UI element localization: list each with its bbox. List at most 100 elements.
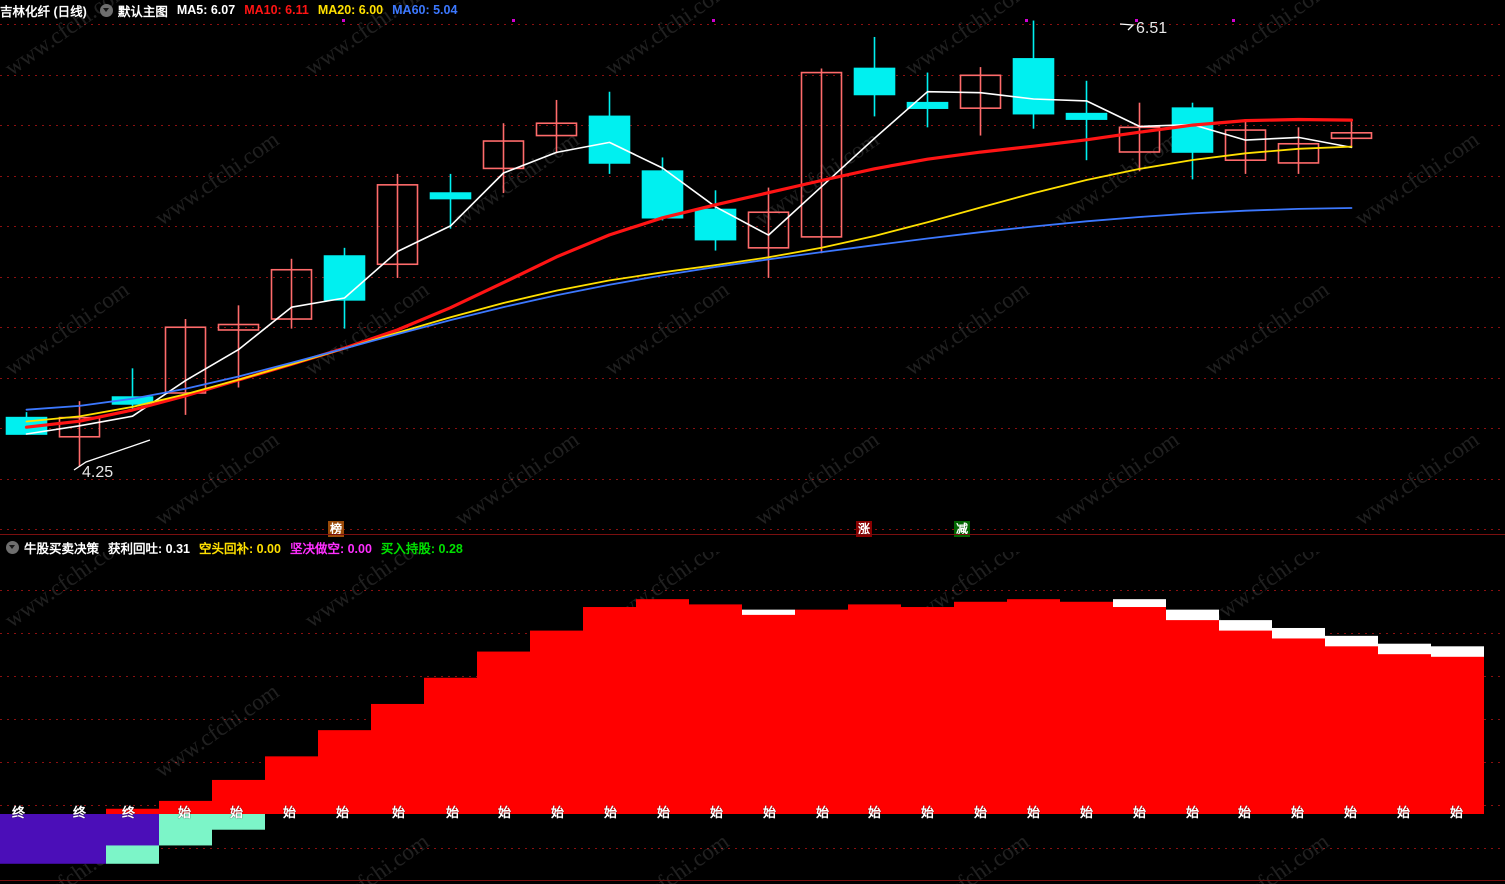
histogram-bar-red <box>212 779 265 814</box>
histogram-bar-red <box>848 604 901 814</box>
histogram-bar-red <box>1113 607 1166 814</box>
candlestick <box>588 91 631 174</box>
ma-line-ma5 <box>25 90 1353 435</box>
phase-label-27: 始 <box>1450 805 1464 820</box>
candlestick <box>1330 119 1373 147</box>
phase-label-16: 始 <box>868 805 882 820</box>
histogram-bar-purple <box>106 814 159 846</box>
candlestick <box>641 157 684 221</box>
phase-label-23: 始 <box>1238 805 1252 820</box>
phase-label-11: 始 <box>604 805 618 820</box>
candlestick <box>959 67 1002 136</box>
marker-dot <box>1135 19 1138 22</box>
gridline <box>0 74 1505 76</box>
signal-tag-1: 涨 <box>856 521 873 537</box>
candlestick <box>323 247 366 329</box>
marker-dot <box>1232 19 1235 22</box>
histogram-bar-red <box>159 800 212 814</box>
histogram-bar-red <box>795 609 848 814</box>
histogram-bar-cyan <box>159 814 212 846</box>
histogram-bar-purple <box>53 814 106 864</box>
phase-label-19: 始 <box>1027 805 1041 820</box>
marker-dot <box>712 19 715 22</box>
phase-label-24: 始 <box>1291 805 1305 820</box>
ma-line-ma10 <box>24 117 1354 429</box>
main-chart-header: 吉林化纤 (日线) 默认主图 MA5: 6.07 MA10: 6.11 MA20… <box>0 1 1505 19</box>
histogram-bar-red <box>1166 620 1219 814</box>
gridline <box>0 377 1505 379</box>
profit-taking-readout: 获利回吐: 0.31 <box>108 541 190 556</box>
histogram-bar-red <box>689 604 742 814</box>
gridline <box>0 529 1505 530</box>
candlestick <box>482 123 525 194</box>
callout-arrow-high <box>1119 23 1135 31</box>
chevron-down-circle-icon[interactable] <box>6 540 19 554</box>
phase-label-20: 始 <box>1080 805 1094 820</box>
candlestick <box>1065 80 1108 161</box>
candlestick <box>429 173 472 229</box>
phase-label-14: 始 <box>763 805 777 820</box>
gridline <box>0 24 1505 25</box>
phase-label-2: 终 <box>122 805 136 820</box>
gridline <box>0 125 1505 126</box>
candlestick <box>1277 127 1320 174</box>
gridline <box>0 327 1505 328</box>
candlestick <box>694 190 737 251</box>
candlestick <box>800 68 843 254</box>
indicator-histogram-svg <box>0 599 1484 864</box>
phase-label-1: 终 <box>73 805 87 820</box>
histogram-bar-red <box>1060 601 1113 814</box>
phase-label-21: 始 <box>1133 805 1147 820</box>
ma-line-ma20 <box>25 145 1353 423</box>
ma-line-ma60 <box>25 207 1353 411</box>
indicator-panel[interactable]: www.cfchi.com www.cfchi.com www.cfchi.com w… <box>0 552 1505 884</box>
ma20-readout: MA20: 6.00 <box>317 3 384 17</box>
chevron-down-circle-icon[interactable] <box>99 3 113 17</box>
histogram-bar-red <box>424 677 477 814</box>
histogram-bar-red <box>901 607 954 814</box>
short-cover-readout: 空头回补: 0.00 <box>198 541 281 556</box>
phase-label-12: 始 <box>657 805 671 820</box>
candlestick <box>217 305 260 388</box>
histogram-bar-red <box>265 756 318 814</box>
phase-label-15: 始 <box>816 805 830 820</box>
candlestick <box>270 258 313 329</box>
histogram-bar-red <box>1431 656 1484 814</box>
candlestick <box>1118 102 1161 172</box>
histogram-bar-purple <box>0 814 53 864</box>
marker-dot <box>342 19 345 22</box>
phase-label-18: 始 <box>974 805 988 820</box>
gridline <box>0 590 1505 591</box>
marker-dot <box>512 19 515 22</box>
phase-label-25: 始 <box>1344 805 1358 820</box>
gridline <box>0 478 1505 480</box>
price-chart-panel[interactable]: www.cfchi.com www.cfchi.com www.cfchi.com w… <box>0 0 1505 534</box>
candlestick <box>906 72 949 128</box>
phase-label-13: 始 <box>710 805 724 820</box>
histogram-bar-red <box>1219 630 1272 814</box>
signal-tag-2: 减 <box>954 521 971 537</box>
indicator-header: 牛股买卖决策 获利回吐: 0.31 空头回补: 0.00 坚决做空: 0.00 … <box>0 538 1505 556</box>
histogram-bar-red <box>477 651 530 814</box>
candlestick <box>1224 119 1267 174</box>
chart-mode-label[interactable]: 默认主图 <box>117 4 168 19</box>
phase-label-17: 始 <box>921 805 935 820</box>
price-callout-label-0: 6.51 <box>1136 20 1168 37</box>
panel-divider-top <box>0 534 1505 535</box>
histogram-bar-red <box>636 599 689 814</box>
candlestick <box>376 173 419 278</box>
phase-label-9: 始 <box>498 805 512 820</box>
indicator-title-label[interactable]: 牛股买卖决策 <box>24 541 100 556</box>
phase-label-7: 始 <box>392 805 406 820</box>
histogram-bar-red <box>106 808 159 814</box>
candlestick <box>1171 102 1214 180</box>
phase-label-22: 始 <box>1186 805 1200 820</box>
histogram-bar-red <box>742 614 795 814</box>
histogram-bar-red <box>530 630 583 814</box>
phase-label-5: 始 <box>283 805 297 820</box>
candlestick <box>535 99 578 154</box>
phase-label-3: 始 <box>178 805 192 820</box>
candlestick-svg <box>5 20 1373 471</box>
ma60-readout: MA60: 5.04 <box>392 3 458 17</box>
